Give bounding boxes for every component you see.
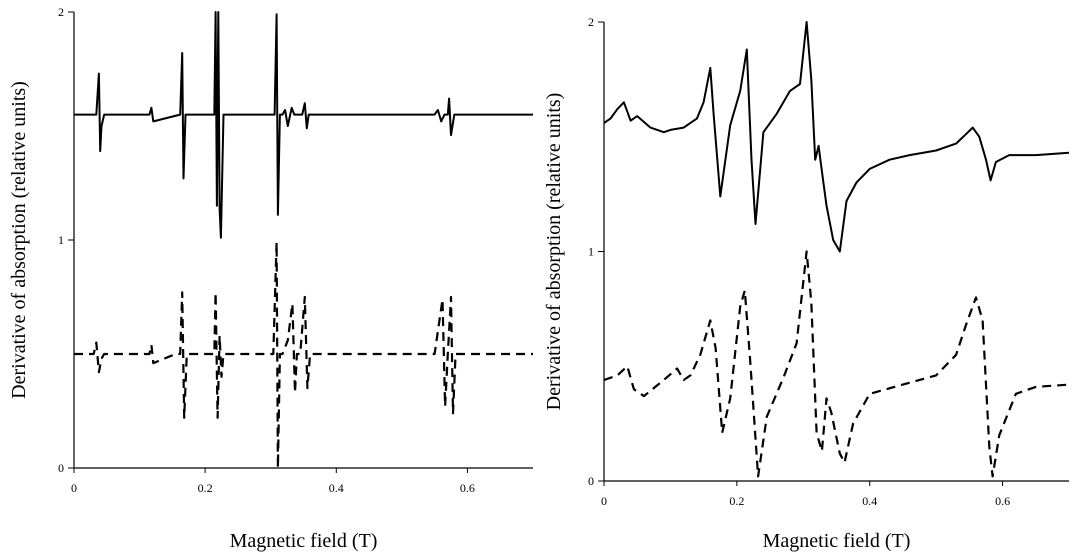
dashed-series-line: [74, 241, 533, 470]
y-tick-label: 2: [588, 15, 594, 29]
chart-left-svg: 0 1 2 0 0.2 0.4 0.6 Magnetic field (T) Derivativ…: [8, 5, 533, 552]
y-tick-label: 0: [588, 474, 594, 488]
y-tick-label: 2: [58, 5, 64, 19]
x-axis-title: Magnetic field (T): [763, 530, 911, 552]
solid-series-line: [603, 21, 1070, 253]
y-axis-title: Derivative of absorption (relative units…: [8, 81, 30, 399]
x-axis-title: Magnetic field (T): [230, 530, 378, 552]
chart-right: 0 1 2 0 0.2 0.4 0.6 Magnetic field (T) Derivativ…: [538, 0, 1077, 554]
y-tick-label: 1: [588, 245, 594, 259]
x-tick-label: 0.4: [329, 481, 344, 495]
solid-series-line: [74, 11, 533, 239]
x-tick-label: 0: [601, 494, 607, 508]
x-tick-label: 0.2: [198, 481, 213, 495]
x-tick-label: 0.2: [729, 494, 744, 508]
x-tick-label: 0.4: [862, 494, 877, 508]
dashed-series-line: [603, 250, 1070, 478]
x-tick-label: 0.6: [995, 494, 1010, 508]
y-tick-label: 0: [58, 461, 64, 475]
chart-left: 0 1 2 0 0.2 0.4 0.6 Magnetic field (T) Derivativ…: [8, 5, 533, 552]
y-axis-title: Derivative of absorption (relative units…: [543, 93, 565, 411]
y-tick-label: 1: [58, 233, 64, 247]
x-tick-label: 0: [71, 481, 77, 495]
chart-right-svg: 0 1 2 0 0.2 0.4 0.6 Magnetic field (T) Derivativ…: [543, 15, 1070, 552]
x-tick-label: 0.6: [460, 481, 475, 495]
